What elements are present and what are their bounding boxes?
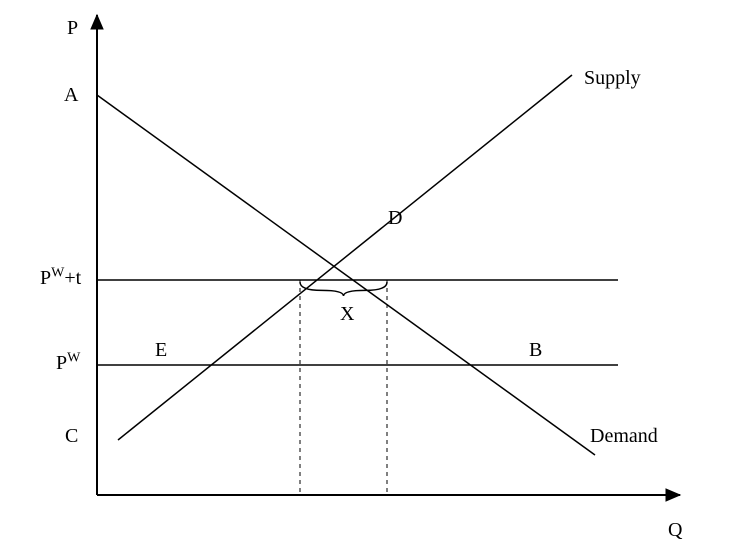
tick-A: A <box>64 85 78 105</box>
tick-PW: PW <box>56 353 80 373</box>
tick-C: C <box>65 426 78 446</box>
y-axis-label: P <box>67 18 78 38</box>
label-X: X <box>340 304 354 324</box>
x-axis-label: Q <box>668 520 682 540</box>
label-B: B <box>529 340 542 360</box>
label-E: E <box>155 340 167 360</box>
label-D: D <box>388 208 402 228</box>
label-supply: Supply <box>584 68 641 88</box>
label-demand: Demand <box>590 426 658 446</box>
tick-PWt: PW+t <box>40 268 81 288</box>
